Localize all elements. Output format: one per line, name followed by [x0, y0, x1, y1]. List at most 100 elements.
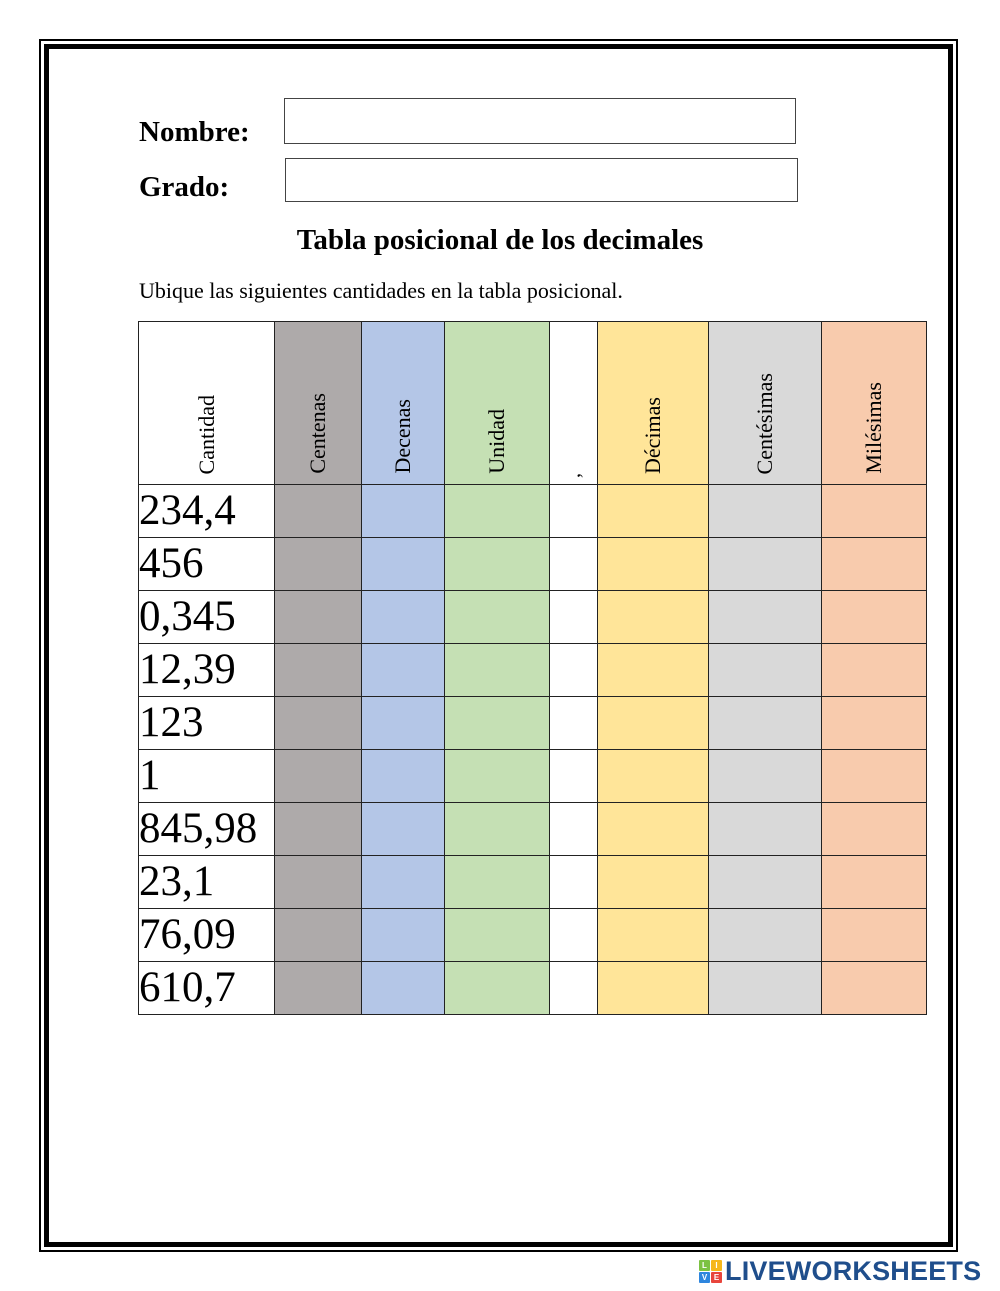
decenas-cell[interactable] — [361, 484, 445, 538]
centenas-cell[interactable] — [274, 749, 362, 803]
cantidad-cell: 76,09 — [138, 908, 275, 962]
live-tiles-icon: L I V E — [699, 1259, 722, 1283]
comma-cell[interactable] — [549, 643, 598, 697]
centesimas-cell[interactable] — [708, 908, 822, 962]
column-label: Cantidad — [193, 394, 219, 474]
column-header-comma: , — [549, 321, 598, 485]
centesimas-cell[interactable] — [708, 643, 822, 697]
comma-cell[interactable] — [549, 802, 598, 856]
centenas-cell[interactable] — [274, 961, 362, 1015]
centesimas-cell[interactable] — [708, 484, 822, 538]
comma-cell[interactable] — [549, 696, 598, 750]
centesimas-cell[interactable] — [708, 749, 822, 803]
unidad-cell[interactable] — [444, 802, 550, 856]
milesimas-cell[interactable] — [821, 537, 927, 591]
column-header-milesimas: Milésimas — [821, 321, 927, 485]
unidad-cell[interactable] — [444, 643, 550, 697]
decenas-cell[interactable] — [361, 961, 445, 1015]
unidad-cell[interactable] — [444, 696, 550, 750]
instructions-text: Ubique las siguientes cantidades en la t… — [139, 278, 623, 303]
unidad-cell[interactable] — [444, 855, 550, 909]
page-border-outer — [39, 39, 958, 1252]
column-label: Centenas — [305, 393, 330, 474]
decenas-cell[interactable] — [361, 802, 445, 856]
decimas-cell[interactable] — [597, 961, 709, 1015]
decenas-cell[interactable] — [361, 908, 445, 962]
decimas-cell[interactable] — [597, 643, 709, 697]
centenas-cell[interactable] — [274, 537, 362, 591]
tile-l: L — [699, 1259, 710, 1271]
milesimas-cell[interactable] — [821, 802, 927, 856]
decimas-cell[interactable] — [597, 908, 709, 962]
column-label: Décimas — [640, 397, 665, 474]
centesimas-cell[interactable] — [708, 802, 822, 856]
centenas-cell[interactable] — [274, 908, 362, 962]
milesimas-cell[interactable] — [821, 908, 927, 962]
decimas-cell[interactable] — [597, 537, 709, 591]
table-row: 76,09 — [138, 908, 927, 962]
table-row: 1 — [138, 749, 927, 803]
column-label: Decenas — [390, 399, 415, 474]
milesimas-cell[interactable] — [821, 855, 927, 909]
decimas-cell[interactable] — [597, 855, 709, 909]
column-header-decenas: Decenas — [361, 321, 445, 485]
cantidad-cell: 12,39 — [138, 643, 275, 697]
nombre-input[interactable] — [284, 98, 796, 144]
centenas-cell[interactable] — [274, 484, 362, 538]
comma-cell[interactable] — [549, 908, 598, 962]
centenas-cell[interactable] — [274, 643, 362, 697]
centenas-cell[interactable] — [274, 802, 362, 856]
decimas-cell[interactable] — [597, 802, 709, 856]
decenas-cell[interactable] — [361, 749, 445, 803]
column-label: Centésimas — [752, 372, 777, 474]
unidad-cell[interactable] — [444, 749, 550, 803]
milesimas-cell[interactable] — [821, 961, 927, 1015]
comma-cell[interactable] — [549, 484, 598, 538]
table-header-row: Cantidad Centenas Decenas Unidad , Décim… — [138, 321, 927, 485]
comma-cell[interactable] — [549, 749, 598, 803]
column-label: Unidad — [484, 409, 509, 474]
centenas-cell[interactable] — [274, 696, 362, 750]
comma-cell[interactable] — [549, 855, 598, 909]
centesimas-cell[interactable] — [708, 961, 822, 1015]
table-row: 123 — [138, 696, 927, 750]
decimas-cell[interactable] — [597, 696, 709, 750]
tile-v: V — [699, 1271, 710, 1283]
grado-input[interactable] — [285, 158, 798, 202]
decenas-cell[interactable] — [361, 643, 445, 697]
milesimas-cell[interactable] — [821, 643, 927, 697]
worksheet-title: Tabla posicional de los decimales — [296, 224, 704, 256]
decenas-cell[interactable] — [361, 590, 445, 644]
decenas-cell[interactable] — [361, 855, 445, 909]
column-label: Milésimas — [861, 382, 886, 474]
unidad-cell[interactable] — [444, 908, 550, 962]
table-row: 456 — [138, 537, 927, 591]
unidad-cell[interactable] — [444, 961, 550, 1015]
comma-cell[interactable] — [549, 537, 598, 591]
milesimas-cell[interactable] — [821, 696, 927, 750]
decimas-cell[interactable] — [597, 484, 709, 538]
centesimas-cell[interactable] — [708, 590, 822, 644]
centesimas-cell[interactable] — [708, 537, 822, 591]
column-header-unidad: Unidad — [444, 321, 550, 485]
milesimas-cell[interactable] — [821, 484, 927, 538]
milesimas-cell[interactable] — [821, 749, 927, 803]
decimas-cell[interactable] — [597, 749, 709, 803]
decimas-cell[interactable] — [597, 590, 709, 644]
cantidad-cell: 845,98 — [138, 802, 275, 856]
nombre-label: Nombre: — [139, 116, 250, 148]
comma-cell[interactable] — [549, 961, 598, 1015]
decenas-cell[interactable] — [361, 696, 445, 750]
decenas-cell[interactable] — [361, 537, 445, 591]
centesimas-cell[interactable] — [708, 855, 822, 909]
unidad-cell[interactable] — [444, 537, 550, 591]
unidad-cell[interactable] — [444, 590, 550, 644]
cantidad-cell: 23,1 — [138, 855, 275, 909]
unidad-cell[interactable] — [444, 484, 550, 538]
comma-cell[interactable] — [549, 590, 598, 644]
place-value-table: Cantidad Centenas Decenas Unidad , Décim… — [138, 321, 927, 1015]
centenas-cell[interactable] — [274, 855, 362, 909]
centenas-cell[interactable] — [274, 590, 362, 644]
centesimas-cell[interactable] — [708, 696, 822, 750]
milesimas-cell[interactable] — [821, 590, 927, 644]
